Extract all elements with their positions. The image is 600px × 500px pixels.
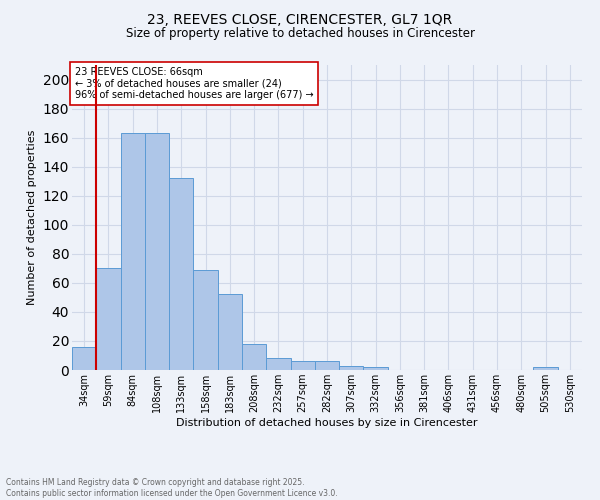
Bar — [339, 366, 364, 370]
Bar — [96, 268, 121, 370]
Bar — [193, 270, 218, 370]
Bar — [145, 134, 169, 370]
Y-axis label: Number of detached properties: Number of detached properties — [27, 130, 37, 305]
Bar — [364, 367, 388, 370]
Text: 23, REEVES CLOSE, CIRENCESTER, GL7 1QR: 23, REEVES CLOSE, CIRENCESTER, GL7 1QR — [148, 12, 452, 26]
Bar — [169, 178, 193, 370]
Bar — [72, 347, 96, 370]
Bar — [218, 294, 242, 370]
Bar — [315, 362, 339, 370]
Bar — [266, 358, 290, 370]
Bar — [290, 362, 315, 370]
Bar — [121, 134, 145, 370]
Bar — [242, 344, 266, 370]
Text: 23 REEVES CLOSE: 66sqm
← 3% of detached houses are smaller (24)
96% of semi-deta: 23 REEVES CLOSE: 66sqm ← 3% of detached … — [74, 66, 313, 100]
Text: Size of property relative to detached houses in Cirencester: Size of property relative to detached ho… — [125, 28, 475, 40]
X-axis label: Distribution of detached houses by size in Cirencester: Distribution of detached houses by size … — [176, 418, 478, 428]
Text: Contains HM Land Registry data © Crown copyright and database right 2025.
Contai: Contains HM Land Registry data © Crown c… — [6, 478, 338, 498]
Bar — [533, 367, 558, 370]
